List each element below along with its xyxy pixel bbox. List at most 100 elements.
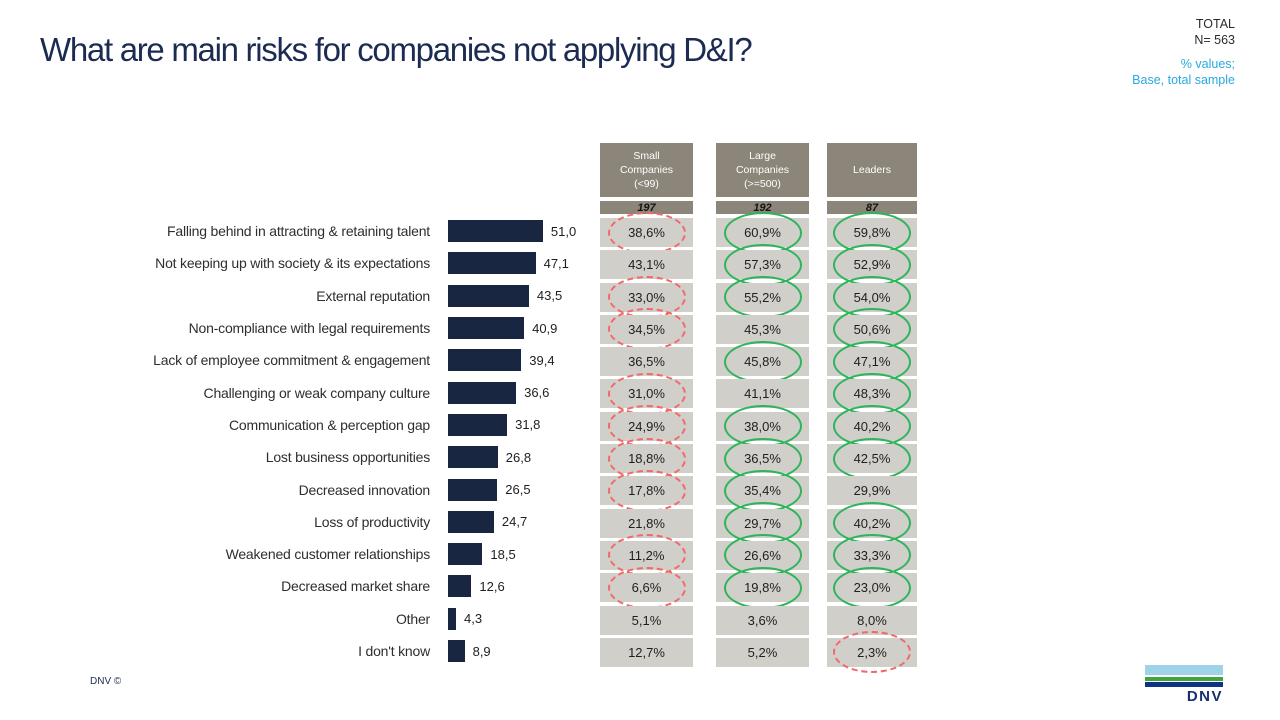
category-label: Challenging or weak company culture: [203, 384, 431, 401]
green-circle-icon: [833, 211, 911, 254]
table-cell: 38,0%: [716, 405, 809, 448]
green-circle-icon: [723, 437, 802, 480]
chart-row: Lack of employee commitment & engagement…: [40, 344, 615, 376]
bar-value-label: 26,5: [505, 482, 531, 498]
green-circle-icon: [833, 372, 911, 415]
chart-row: I don't know 8,9: [40, 635, 615, 667]
column-cells: 60,9% 57,3% 55,2% 45,3% 45,8% 41,1% 38,0% 36,5%…: [716, 211, 809, 667]
red-dashed-circle-icon: [833, 631, 911, 674]
green-circle-icon: [833, 566, 911, 609]
logo-text: DNV: [1186, 687, 1223, 705]
red-dashed-circle-icon: [607, 372, 686, 415]
column-header: Leaders: [827, 143, 917, 197]
category-label: Weakened customer relationships: [225, 546, 431, 563]
total-n-value: N= 563: [1194, 33, 1235, 48]
bar-value-label: 12,6: [479, 578, 505, 594]
green-circle-icon: [833, 308, 911, 351]
note-percent-values: % values;: [1180, 56, 1235, 71]
table-cell: 29,9%: [827, 476, 917, 506]
table-cell: 59,8%: [827, 211, 917, 254]
table-cell: 54,0%: [827, 276, 917, 319]
column-header-line: Small: [633, 149, 660, 162]
bar-total: [448, 543, 483, 566]
table-cell: 45,3%: [716, 314, 809, 344]
category-label: Loss of productivity: [314, 513, 430, 530]
chart-row: Not keeping up with society & its expect…: [40, 247, 615, 279]
category-label: Lack of employee commitment & engagement: [153, 352, 430, 369]
chart-row: Falling behind in attracting & retaining…: [40, 215, 615, 247]
bar-total: [448, 575, 472, 598]
red-dashed-circle-icon: [607, 211, 686, 254]
table-column: Leaders 87 59,8% 52,9% 54,0% 50,6% 47,1% 48,3% 4…: [827, 143, 917, 674]
column-n-value: 87: [827, 201, 917, 214]
table-cell: 5,2%: [716, 637, 809, 667]
green-circle-icon: [723, 566, 802, 609]
bar-total: [448, 252, 536, 275]
table-cell: 3,6%: [716, 605, 809, 635]
table-column: Large Companies (>=500) 192 60,9% 57,3% 55,2% 4…: [716, 143, 809, 670]
table-cell: 35,4%: [716, 469, 809, 512]
green-circle-icon: [833, 405, 911, 448]
table-cell: 33,3%: [827, 534, 917, 577]
table-cell: 8,0%: [827, 605, 917, 635]
bar-total: [448, 284, 529, 307]
table-cell: 19,8%: [716, 566, 809, 609]
bar-value-label: 36,6: [524, 385, 550, 401]
green-circle-icon: [833, 534, 911, 577]
logo-bar-green: [1145, 677, 1223, 681]
green-circle-icon: [723, 534, 802, 577]
bar-value-label: 40,9: [532, 320, 558, 336]
category-label: Falling behind in attracting & retaining…: [167, 223, 430, 240]
green-circle-icon: [833, 437, 911, 480]
chart-row: Communication & perception gap 31,8: [40, 409, 615, 441]
green-circle-icon: [723, 243, 802, 286]
column-n-value: 197: [600, 201, 693, 214]
table-cell: 40,2%: [827, 502, 917, 545]
green-circle-icon: [833, 340, 911, 383]
category-label: Not keeping up with society & its expect…: [155, 255, 430, 272]
red-dashed-circle-icon: [607, 405, 686, 448]
bar-total: [448, 413, 508, 436]
chart-row: Weakened customer relationships 18,5: [40, 538, 615, 570]
green-circle-icon: [723, 211, 802, 254]
table-cell: 40,2%: [827, 405, 917, 448]
bar-value-label: 51,0: [550, 223, 577, 239]
table-cell: 48,3%: [827, 372, 917, 415]
bar-value-label: 26,8: [505, 449, 532, 465]
category-label: Lost business opportunities: [265, 449, 430, 466]
note-base-sample: Base, total sample: [1132, 72, 1235, 87]
red-dashed-circle-icon: [607, 308, 686, 351]
table-cell: 57,3%: [716, 243, 809, 286]
table-cell: 23,0%: [827, 566, 917, 609]
red-dashed-circle-icon: [607, 566, 686, 609]
category-label: Communication & perception gap: [228, 416, 430, 433]
total-sample-block: TOTAL N= 563 % values; Base, total sampl…: [1132, 16, 1235, 88]
footer-copyright: DNV ©: [90, 676, 122, 687]
chart-row: External reputation 43,5: [40, 280, 615, 312]
chart-row: Challenging or weak company culture 36,6: [40, 376, 615, 408]
chart-row: Non-compliance with legal requirements 40…: [40, 312, 615, 344]
table-cell: 26,6%: [716, 534, 809, 577]
category-label: External reputation: [316, 287, 430, 304]
category-label: I don't know: [358, 643, 430, 659]
column-header-line: (>=500): [744, 178, 781, 191]
bar-value-label: 47,1: [543, 255, 569, 271]
bar-total: [448, 607, 456, 630]
chart-row: Decreased innovation 26,5: [40, 473, 615, 505]
green-circle-icon: [723, 469, 802, 512]
table-cell: 55,2%: [716, 276, 809, 319]
bar-value-label: 18,5: [490, 546, 516, 562]
total-label: TOTAL: [1195, 17, 1235, 31]
table-cell: 45,8%: [716, 340, 809, 383]
bar-chart: Falling behind in attracting & retaining…: [40, 215, 615, 667]
logo-bar-darkblue: [1145, 682, 1223, 687]
category-label: Decreased innovation: [298, 481, 431, 498]
bar-total: [448, 317, 525, 340]
dnv-logo: DNV: [1145, 665, 1223, 705]
column-header-line: Companies: [735, 163, 790, 176]
bar-total: [448, 640, 465, 662]
column-header-line: Leaders: [853, 163, 891, 176]
meta-spacer: [1132, 49, 1235, 56]
bar-total: [448, 220, 543, 243]
bar-total: [448, 381, 517, 404]
